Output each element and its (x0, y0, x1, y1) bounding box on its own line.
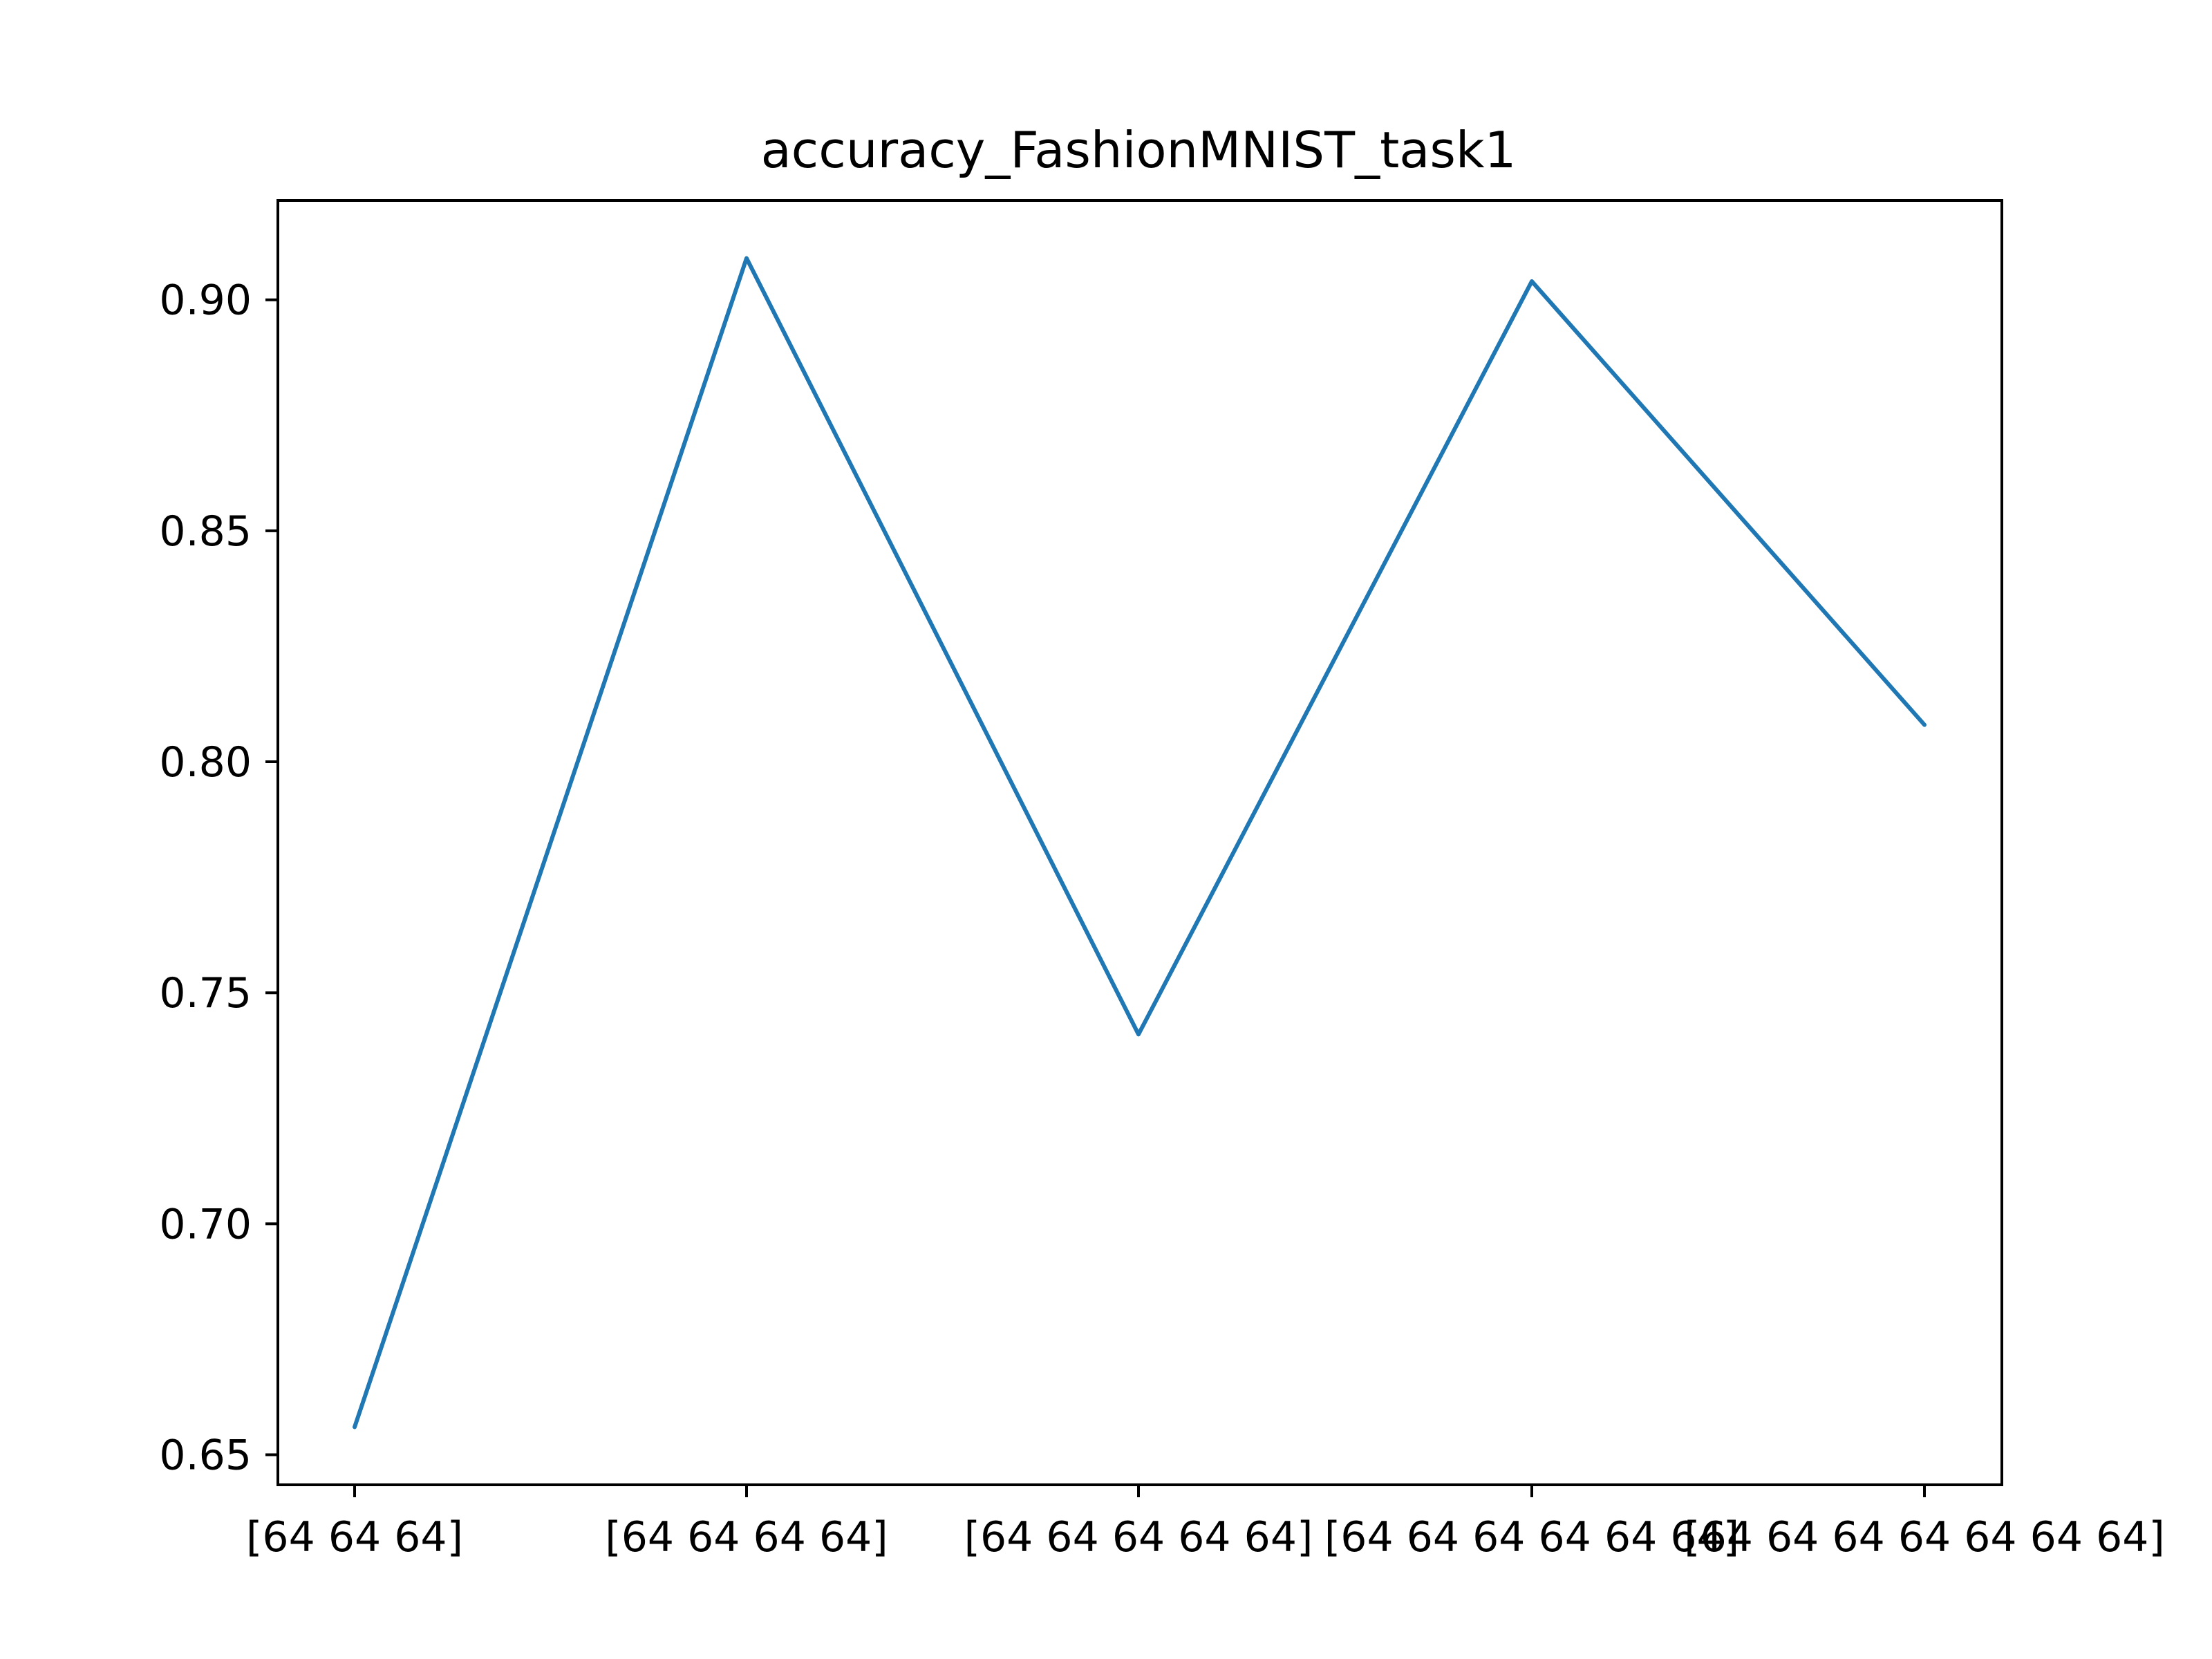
x-tick-label: [64 64 64 64] (605, 1513, 888, 1562)
y-tick-label: 0.65 (159, 1432, 252, 1480)
x-tick-label: [64 64 64] (246, 1513, 463, 1562)
plot-area: 0.65 0.70 0.75 0.80 0.85 0.90 [64 64 64] [64 6… (159, 199, 2165, 1562)
x-tick-label: [64 64 64 64 64] (964, 1513, 1313, 1562)
x-tick-label: [64 64 64 64 64 64] (1324, 1513, 1739, 1562)
y-tick-label: 0.90 (159, 276, 252, 325)
series-line-0 (353, 256, 1927, 1430)
y-tick-label: 0.75 (159, 969, 252, 1018)
chart-title: accuracy_FashionMNIST_task1 (761, 121, 1517, 179)
y-tick-label: 0.70 (159, 1200, 252, 1248)
y-axis: 0.65 0.70 0.75 0.80 0.85 0.90 (159, 276, 278, 1480)
y-tick-label: 0.85 (159, 507, 252, 556)
x-tick-label: [64 64 64 64 64 64 64] (1684, 1513, 2165, 1562)
x-axis: [64 64 64] [64 64 64 64] [64 64 64 64 64][… (246, 1485, 2165, 1562)
series-layer (353, 256, 1927, 1430)
y-tick-label: 0.80 (159, 738, 252, 787)
